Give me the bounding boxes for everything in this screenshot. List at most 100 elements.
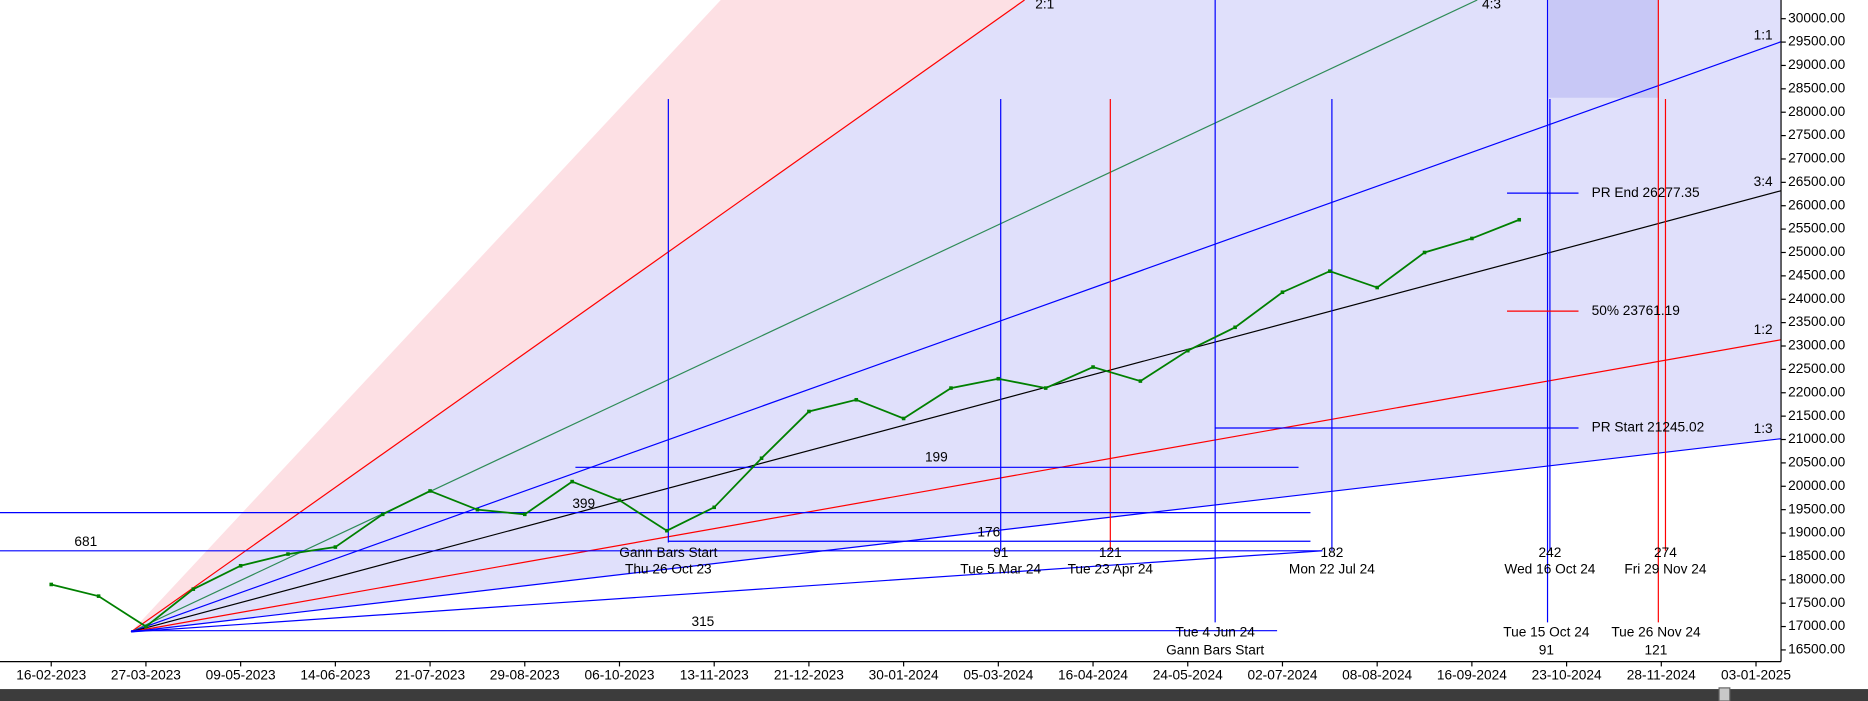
fan-zone xyxy=(131,0,1782,632)
price-axis xyxy=(1781,0,1868,662)
y-tick-label: 19000.00 xyxy=(1788,525,1845,540)
fan-line xyxy=(130,339,1782,633)
price-bar xyxy=(1280,290,1285,295)
price-bar xyxy=(475,507,480,512)
annotation: 91 xyxy=(1539,643,1554,658)
fan-line xyxy=(131,550,1323,633)
price-bar xyxy=(1091,365,1095,369)
price-bar xyxy=(854,397,859,402)
annotation: Fri 29 Nov 24 xyxy=(1624,561,1707,576)
fan-line xyxy=(130,0,1025,633)
price-bar xyxy=(191,587,196,591)
scrollbar[interactable] xyxy=(0,689,1868,701)
price-bar xyxy=(428,489,432,493)
annotation: 1:1 xyxy=(1754,27,1773,42)
annotation: 121 xyxy=(1645,643,1668,658)
y-tick-label: 17500.00 xyxy=(1788,595,1845,610)
y-tick-label: 21500.00 xyxy=(1788,408,1845,423)
x-tick-label: 13-11-2023 xyxy=(680,668,749,683)
y-tick-label: 22500.00 xyxy=(1788,361,1845,376)
time-zone xyxy=(1548,0,1659,98)
x-tick-label: 30-01-2024 xyxy=(869,668,939,683)
price-bar xyxy=(949,386,953,390)
annotation: Wed 16 Oct 24 xyxy=(1504,561,1595,576)
x-tick-label: 08-08-2024 xyxy=(1342,668,1412,683)
x-tick-label: 23-10-2024 xyxy=(1532,668,1602,683)
y-tick-label: 28000.00 xyxy=(1788,104,1845,119)
fan-line xyxy=(130,190,1782,633)
price-bar xyxy=(333,545,338,549)
annotation: 3:4 xyxy=(1754,174,1773,189)
annotation: Tue 23 Apr 24 xyxy=(1068,561,1154,576)
x-tick-label: 28-11-2024 xyxy=(1627,668,1696,683)
x-tick-label: 29-08-2023 xyxy=(490,668,560,683)
y-tick-label: 20000.00 xyxy=(1788,478,1845,493)
price-bar xyxy=(1138,379,1143,383)
annotation: 91 xyxy=(993,545,1008,560)
y-tick-label: 16500.00 xyxy=(1788,642,1845,657)
annotation: 1:3 xyxy=(1754,421,1773,436)
price-bar xyxy=(1185,348,1190,353)
annotation: 399 xyxy=(572,496,595,511)
price-bar xyxy=(712,505,716,510)
price-bar xyxy=(617,498,622,503)
annotation: 50% 23761.19 xyxy=(1592,303,1680,318)
x-tick-label: 21-07-2023 xyxy=(395,668,465,683)
price-bar xyxy=(49,582,54,587)
y-tick-label: 18000.00 xyxy=(1788,571,1845,586)
annotation: Tue 5 Mar 24 xyxy=(960,561,1041,576)
annotation: Thu 26 Oct 23 xyxy=(625,561,712,576)
annotation: 681 xyxy=(74,534,97,549)
price-bar xyxy=(996,376,1001,381)
price-bar xyxy=(144,624,148,629)
time-lines xyxy=(0,0,1667,632)
y-tick-label: 27500.00 xyxy=(1788,127,1845,142)
y-tick-label: 20500.00 xyxy=(1788,455,1845,470)
annotation: 274 xyxy=(1654,545,1677,560)
y-tick-label: 26500.00 xyxy=(1788,174,1845,189)
fan-line xyxy=(130,41,1782,633)
annotation: 182 xyxy=(1320,545,1343,560)
y-tick-label: 28500.00 xyxy=(1788,80,1845,95)
fan-line xyxy=(130,0,1478,633)
annotation: Gann Bars Start xyxy=(1166,643,1264,658)
annotation: Tue 26 Nov 24 xyxy=(1611,625,1701,640)
y-tick-label: 17000.00 xyxy=(1788,618,1845,633)
y-tick-label: 27000.00 xyxy=(1788,151,1845,166)
y-tick-label: 19500.00 xyxy=(1788,501,1845,516)
price-bar xyxy=(1043,386,1048,390)
annotation: Mon 22 Jul 24 xyxy=(1289,561,1375,576)
x-tick-label: 09-05-2023 xyxy=(206,668,276,683)
annotation: 315 xyxy=(691,614,714,629)
x-tick-label: 21-12-2023 xyxy=(774,668,844,683)
y-tick-label: 30000.00 xyxy=(1788,10,1845,25)
scroll-thumb[interactable] xyxy=(1718,687,1731,701)
price-bar xyxy=(522,512,527,517)
annotation: Gann Bars Start xyxy=(619,545,717,560)
annotation: 2:1 xyxy=(1035,0,1054,11)
y-tick-label: 24000.00 xyxy=(1788,291,1845,306)
price-bar xyxy=(1470,236,1474,241)
y-tick-label: 18500.00 xyxy=(1788,548,1845,563)
y-tick-label: 29500.00 xyxy=(1788,34,1845,49)
x-tick-label: 27-03-2023 xyxy=(111,668,181,683)
price-bar xyxy=(901,416,906,421)
y-tick-label: 22000.00 xyxy=(1788,384,1845,399)
price-bar xyxy=(96,594,101,598)
annotation: Tue 4 Jun 24 xyxy=(1175,625,1255,640)
price-bar xyxy=(1328,269,1332,273)
x-tick-label: 16-02-2023 xyxy=(16,668,86,683)
y-tick-label: 26000.00 xyxy=(1788,197,1845,212)
annotation: 242 xyxy=(1538,545,1561,560)
x-tick-label: 16-04-2024 xyxy=(1058,668,1128,683)
fan-line xyxy=(130,438,1782,633)
price-bar xyxy=(286,552,290,556)
price-bar xyxy=(665,528,669,533)
annotation: 1:2 xyxy=(1754,322,1773,337)
y-tick-label: 25500.00 xyxy=(1788,221,1845,236)
y-tick-label: 23500.00 xyxy=(1788,314,1845,329)
x-tick-label: 16-09-2024 xyxy=(1437,668,1507,683)
y-tick-label: 25000.00 xyxy=(1788,244,1845,259)
